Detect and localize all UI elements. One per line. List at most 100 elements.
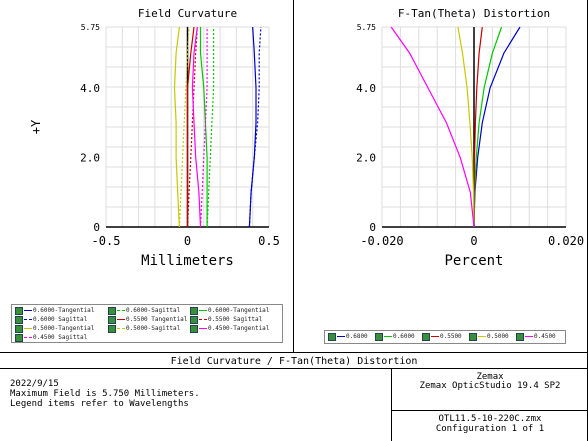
footer-divider-vertical (391, 368, 392, 441)
dist-x-tick-label: 0.020 (548, 234, 584, 248)
fc-series-3 (206, 27, 215, 228)
legend-label: 0.4500 (534, 333, 556, 340)
checkbox-icon[interactable] (422, 332, 430, 341)
fc-y-tick-label: 5.75 (81, 23, 100, 32)
dist-series-4 (390, 26, 475, 228)
dist-y-tick-label: 4.0 (356, 82, 376, 95)
footer-app-name: Zemax (476, 372, 504, 382)
fc-series-6 (173, 26, 180, 228)
legend-label: 0.5500 Tangential (126, 316, 188, 323)
legend-item[interactable]: 0.4500 (516, 332, 556, 341)
legend-swatch (24, 337, 32, 338)
legend-item[interactable]: 0.6000 Sagittal (15, 315, 87, 324)
legend-item[interactable]: 0.5500 Tangential (108, 315, 187, 324)
legend-swatch (24, 310, 32, 311)
checkbox-icon[interactable] (190, 306, 198, 315)
legend-item[interactable]: 0.5500 (422, 332, 462, 341)
legend-item[interactable]: 0.5000-Tangential (15, 324, 94, 333)
footer-legend-note: Legend items refer to Wavelengths (10, 399, 189, 409)
legend-swatch (199, 319, 207, 320)
legend-item[interactable]: 0.4500-Tangential (190, 324, 269, 333)
footer-file-name: OTL11.5-10-220C.zmx (438, 414, 542, 424)
footer-app-version: Zemax OpticStudio 19.4 SP2 (419, 381, 561, 391)
checkbox-icon[interactable] (15, 333, 23, 342)
footer-configuration: Configuration 1 of 1 (435, 424, 545, 434)
fc-series-7 (178, 26, 190, 228)
panel-divider-horizontal (0, 352, 588, 353)
fc-y-axis-label: +Y (29, 119, 43, 134)
dist-title: F-Tan(Theta) Distortion (398, 7, 550, 20)
checkbox-icon[interactable] (190, 315, 198, 324)
legend-swatch (431, 336, 439, 337)
fc-series-4 (186, 26, 195, 227)
legend-label: 0.5000-Tangential (33, 325, 95, 332)
dist-y-tick-label: 5.75 (357, 23, 376, 32)
fc-x-tick-label: -0.5 (92, 234, 121, 248)
footer-date: 2022/9/15 (10, 379, 59, 389)
checkbox-icon[interactable] (108, 306, 116, 315)
checkbox-icon[interactable] (375, 332, 383, 341)
footer-title: Field Curvature / F-Tan(Theta) Distortio… (170, 356, 418, 367)
dist-x-tick-label: 0 (470, 234, 477, 248)
checkbox-icon[interactable] (190, 324, 198, 333)
legend-swatch (478, 336, 486, 337)
checkbox-icon[interactable] (516, 332, 524, 341)
fc-series-8 (191, 26, 202, 228)
legend-item[interactable]: 0.6800 (328, 332, 368, 341)
legend-label: 0.4500-Tangential (208, 325, 270, 332)
distortion-chart: F-Tan(Theta) Distortion-0.020 0 0.02002.04… (356, 7, 584, 269)
legend-item[interactable]: 0.6000 (375, 332, 415, 341)
field-curvature-chart: Field Curvature-0.5 0 0.502.04.05.75Millim… (29, 7, 280, 269)
legend-item[interactable]: 0.6000-Tangential (15, 306, 94, 315)
legend-item[interactable]: 0.4500 Sagittal (15, 333, 87, 342)
fc-series-9 (199, 27, 208, 228)
panel-divider-vertical (293, 0, 294, 352)
legend-item[interactable]: 0.6000-Sagittal (108, 306, 180, 315)
legend-label: 0.6000-Sagittal (126, 307, 181, 314)
title-bar-divider (0, 368, 588, 369)
legend-label: 0.6800 (346, 333, 368, 340)
legend-swatch (525, 336, 533, 337)
legend-item[interactable]: 0.5000 (469, 332, 509, 341)
legend-label: 0.5500 Sagittal (208, 316, 263, 323)
legend-label: 0.6000 (393, 333, 415, 340)
fc-series-0 (248, 26, 257, 228)
legend-label: 0.6000 Sagittal (33, 316, 88, 323)
fc-y-tick-label: 0 (93, 221, 100, 234)
legend-label: 0.6000-Tangential (208, 307, 270, 314)
dist-y-tick-label: 2.0 (356, 151, 376, 164)
fc-series-1 (248, 26, 262, 228)
checkbox-icon[interactable] (328, 332, 336, 341)
legend-item[interactable]: 0.6000-Tangential (190, 306, 269, 315)
legend-label: 0.5000-Sagittal (126, 325, 181, 332)
legend-item[interactable]: 0.5000-Sagittal (108, 324, 180, 333)
fc-title: Field Curvature (138, 7, 237, 20)
fc-y-tick-label: 4.0 (80, 82, 100, 95)
legend-distortion: 0.6800 0.6000 0.5500 0.5000 0.4500 (324, 330, 566, 344)
legend-label: 0.4500 Sagittal (33, 334, 88, 341)
legend-swatch (199, 310, 207, 311)
checkbox-icon[interactable] (15, 306, 23, 315)
footer-divider-horizontal (391, 410, 588, 411)
legend-label: 0.6000-Tangential (33, 307, 95, 314)
fc-y-tick-label: 2.0 (80, 151, 100, 164)
fc-x-tick-label: 0.5 (258, 234, 280, 248)
checkbox-icon[interactable] (108, 324, 116, 333)
legend-field-curvature: 0.6000-Tangential 0.6000 Sagittal 0.5000-T… (11, 304, 283, 343)
checkbox-icon[interactable] (108, 315, 116, 324)
legend-swatch (24, 319, 32, 320)
checkbox-icon[interactable] (15, 315, 23, 324)
checkbox-icon[interactable] (15, 324, 23, 333)
dist-x-tick-label: -0.020 (360, 234, 403, 248)
dist-y-tick-label: 0 (369, 221, 376, 234)
footer-max-field: Maximum Field is 5.750 Millimeters. (10, 389, 200, 399)
checkbox-icon[interactable] (469, 332, 477, 341)
legend-label: 0.5500 (440, 333, 462, 340)
legend-swatch (199, 328, 207, 329)
legend-swatch (384, 336, 392, 337)
fc-series-5 (186, 26, 198, 228)
legend-item[interactable]: 0.5500 Sagittal (190, 315, 262, 324)
legend-swatch (337, 336, 345, 337)
legend-swatch (24, 328, 32, 329)
